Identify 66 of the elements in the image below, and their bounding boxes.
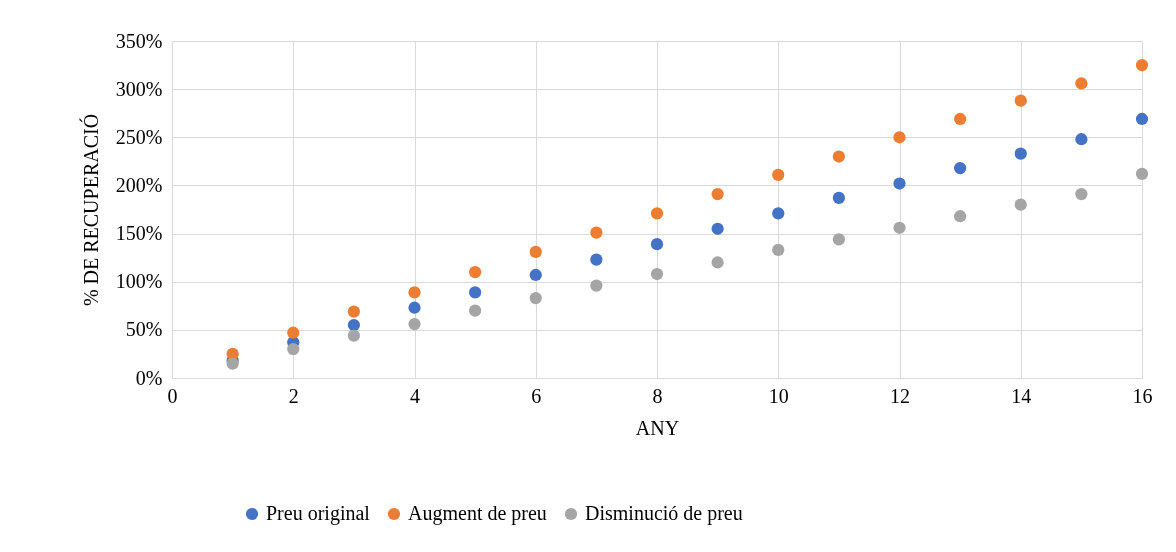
- point: [347, 329, 360, 342]
- point: [1014, 94, 1027, 107]
- point: [650, 207, 664, 220]
- point: [1135, 112, 1149, 126]
- point: [1075, 77, 1088, 90]
- point: [772, 243, 785, 257]
- point: [590, 279, 603, 292]
- point: [893, 131, 906, 144]
- point: [469, 286, 482, 299]
- point: [347, 318, 360, 332]
- y-tick-label: 50%: [125, 318, 163, 341]
- x-tick-label: 8: [652, 384, 663, 407]
- point: [711, 222, 724, 235]
- point: [711, 256, 724, 269]
- y-tick-label: 250%: [115, 125, 163, 148]
- point: [469, 265, 482, 279]
- point: [954, 161, 967, 175]
- point: [954, 112, 967, 126]
- x-tick-label: 0: [167, 384, 178, 407]
- x-tick-label: 6: [531, 384, 542, 407]
- point: [287, 326, 300, 339]
- point: [832, 191, 845, 205]
- point: [529, 268, 542, 282]
- x-axis-title: ANY: [635, 416, 680, 439]
- point: [832, 233, 845, 246]
- legend-label: Augment de preu: [408, 502, 547, 525]
- point: [832, 150, 845, 163]
- x-tick-label: 10: [768, 384, 789, 407]
- x-tick-label: 2: [288, 384, 299, 407]
- y-axis-title: % DE RECUPERACIÓ: [78, 113, 102, 307]
- point: [1075, 187, 1088, 201]
- y-tick-label: 100%: [115, 270, 163, 293]
- y-tick-label: 200%: [115, 173, 163, 196]
- point: [1135, 167, 1149, 180]
- point: [1135, 58, 1149, 72]
- point: [954, 210, 967, 223]
- legend-label: Disminució de preu: [585, 502, 743, 525]
- y-tick-label: 300%: [115, 77, 163, 100]
- point: [650, 238, 664, 251]
- point: [287, 343, 300, 356]
- point: [711, 187, 724, 201]
- x-tick-label: 4: [410, 384, 420, 407]
- legend-label: Preu original: [266, 502, 371, 525]
- point: [590, 253, 603, 266]
- point: [893, 177, 906, 190]
- point: [408, 317, 421, 331]
- point: [1014, 198, 1027, 211]
- point: [772, 207, 785, 220]
- point: [408, 301, 421, 314]
- point: [893, 221, 906, 234]
- point: [347, 305, 360, 318]
- point: [529, 245, 542, 258]
- point: [1014, 147, 1027, 160]
- x-tick-label: 16: [1132, 384, 1153, 407]
- point: [650, 267, 664, 281]
- point: [772, 168, 785, 181]
- y-tick-label: 0%: [135, 366, 163, 389]
- point: [590, 226, 603, 239]
- point: [469, 304, 482, 317]
- point: [1075, 133, 1088, 146]
- point: [408, 286, 421, 299]
- x-tick-label: 14: [1011, 384, 1032, 407]
- y-tick-label: 150%: [115, 222, 163, 245]
- point: [529, 291, 542, 305]
- y-tick-label: 350%: [115, 29, 163, 52]
- x-tick-label: 12: [890, 384, 910, 407]
